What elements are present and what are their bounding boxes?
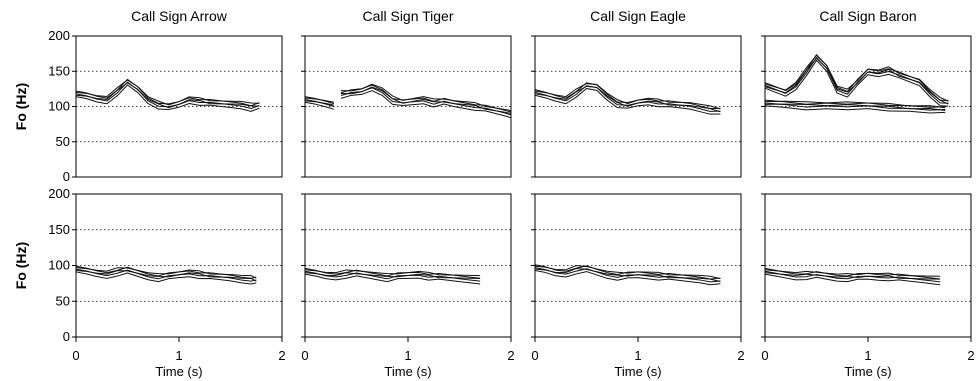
series-line bbox=[764, 59, 949, 107]
x-axis-label: Time (s) bbox=[614, 364, 661, 379]
x-tick-label: 0 bbox=[531, 348, 538, 363]
y-tick-label: 150 bbox=[48, 222, 70, 237]
chart-title: Call Sign Eagle bbox=[590, 8, 686, 24]
y-tick-label: 0 bbox=[63, 329, 70, 344]
series-line bbox=[764, 103, 946, 112]
chart-panel: 0 50 100 150 200 Call Sign Arrow Fo (Hz) bbox=[13, 8, 283, 184]
x-tick-label: 2 bbox=[278, 348, 285, 363]
y-tick-label: 50 bbox=[56, 293, 70, 308]
series-line bbox=[764, 54, 949, 102]
series-line bbox=[75, 78, 260, 107]
series-line bbox=[341, 83, 512, 112]
series-line bbox=[341, 86, 512, 115]
x-tick-label: 0 bbox=[301, 348, 308, 363]
series-line bbox=[340, 87, 512, 116]
series-line bbox=[534, 85, 721, 113]
series-line bbox=[304, 96, 334, 105]
x-tick-label: 1 bbox=[634, 348, 641, 363]
series-line bbox=[534, 270, 721, 286]
series-line bbox=[304, 273, 481, 285]
series-line bbox=[304, 98, 334, 107]
series-line bbox=[75, 268, 257, 282]
series-line bbox=[764, 267, 941, 280]
chart-panel: Call Sign Baron bbox=[761, 8, 972, 178]
plot-frame bbox=[764, 193, 972, 338]
chart-panel: 0 1 2 Time (s) bbox=[301, 193, 515, 379]
y-tick-label: 200 bbox=[48, 186, 70, 201]
chart-panel: Call Sign Eagle bbox=[531, 8, 742, 178]
series-line bbox=[764, 99, 946, 108]
series-line bbox=[534, 83, 721, 110]
series-line bbox=[75, 267, 257, 279]
series-line bbox=[75, 84, 260, 112]
x-axis-label: Time (s) bbox=[384, 364, 431, 379]
y-tick-label: 0 bbox=[63, 169, 70, 184]
series-line bbox=[764, 57, 949, 104]
plot-frame bbox=[304, 35, 512, 178]
series-line bbox=[304, 101, 334, 110]
y-tick-label: 50 bbox=[56, 134, 70, 149]
chart-panel: Call Sign Tiger bbox=[301, 8, 512, 178]
series-line bbox=[340, 84, 512, 113]
chart-title: Call Sign Arrow bbox=[131, 8, 228, 24]
series-line bbox=[534, 268, 721, 283]
y-tick-label: 150 bbox=[48, 63, 70, 78]
series-line bbox=[75, 81, 260, 110]
series-line bbox=[764, 57, 949, 105]
series-line bbox=[534, 267, 721, 283]
x-tick-label: 1 bbox=[404, 348, 411, 363]
x-tick-label: 2 bbox=[737, 348, 744, 363]
y-axis-label: Fo (Hz) bbox=[13, 83, 29, 130]
plot-frame bbox=[304, 193, 512, 338]
x-tick-label: 2 bbox=[507, 348, 514, 363]
y-tick-label: 100 bbox=[48, 258, 70, 273]
series-line bbox=[75, 82, 260, 109]
plot-frame bbox=[75, 35, 283, 178]
y-tick-label: 200 bbox=[48, 28, 70, 43]
chart-panel: 0 50 100 150 200 0 1 2 Time (s) Fo (Hz) bbox=[13, 186, 286, 379]
x-tick-label: 1 bbox=[864, 348, 871, 363]
y-axis-label: Fo (Hz) bbox=[13, 242, 29, 289]
x-tick-label: 0 bbox=[761, 348, 768, 363]
plot-frame bbox=[534, 35, 742, 178]
series-line bbox=[764, 270, 941, 283]
series-line bbox=[304, 270, 481, 282]
series-line bbox=[75, 271, 257, 285]
series-line bbox=[304, 267, 481, 279]
series-line bbox=[534, 88, 721, 115]
series-line bbox=[534, 264, 721, 280]
chart-panel: 0 1 2 Time (s) bbox=[531, 193, 745, 379]
x-axis-label: Time (s) bbox=[844, 364, 891, 379]
x-tick-label: 2 bbox=[967, 348, 974, 363]
x-tick-label: 0 bbox=[72, 348, 79, 363]
plot-frame bbox=[75, 193, 283, 338]
series-line bbox=[75, 270, 257, 282]
x-axis-label: Time (s) bbox=[155, 364, 202, 379]
chart-title: Call Sign Tiger bbox=[362, 8, 453, 24]
series-line bbox=[534, 85, 721, 112]
chart-title: Call Sign Baron bbox=[819, 8, 916, 24]
series-line bbox=[75, 265, 257, 279]
series-line bbox=[340, 90, 512, 119]
plot-frame bbox=[534, 193, 742, 338]
chart-panel: 0 1 2 Time (s) bbox=[761, 193, 975, 379]
series-line bbox=[75, 79, 260, 106]
series-line bbox=[764, 273, 941, 286]
y-tick-label: 100 bbox=[48, 99, 70, 114]
series-line bbox=[764, 100, 946, 109]
series-line bbox=[764, 105, 946, 114]
series-line bbox=[534, 82, 721, 110]
series-line bbox=[764, 54, 949, 101]
series-line bbox=[534, 265, 721, 280]
x-tick-label: 1 bbox=[175, 348, 182, 363]
series-line bbox=[764, 102, 946, 111]
